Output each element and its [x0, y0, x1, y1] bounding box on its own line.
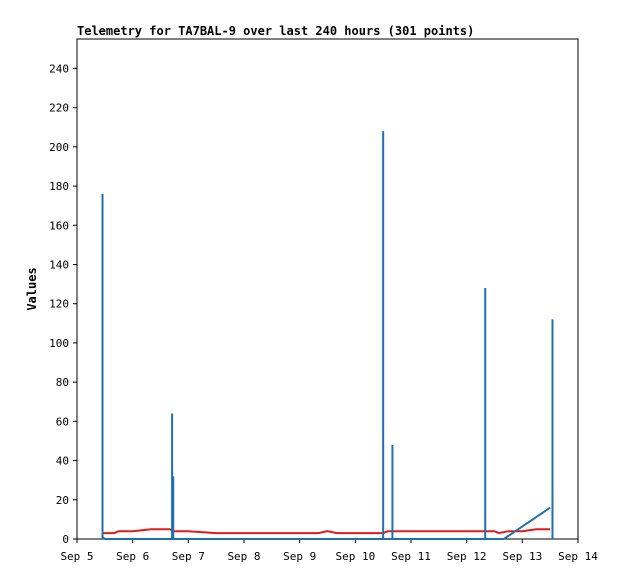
y-axis: 0 20 40 60 80 100 120 140 160 180 200 220 240	[49, 62, 77, 546]
y-tick-label: 80	[56, 376, 69, 389]
y-tick-label: 160	[49, 219, 69, 232]
plot-frame	[76, 38, 579, 540]
series-line-0	[102, 528, 551, 535]
x-tick-label: Sep 13	[502, 550, 542, 563]
y-tick-label: 180	[49, 180, 69, 193]
y-tick-label: 60	[56, 415, 69, 428]
x-tick-label: Sep 7	[172, 550, 205, 563]
x-tick-label: Sep 14	[558, 550, 598, 563]
y-tick-label: 200	[49, 141, 69, 154]
y-tick-label: 40	[56, 455, 69, 468]
y-tick-label: 240	[49, 62, 69, 75]
y-axis-label: Values	[25, 267, 39, 310]
x-axis: Sep 5 Sep 6 Sep 7 Sep 8 Sep 9 Sep 10 Sep 11 Sep…	[60, 539, 598, 563]
y-tick-label: 20	[56, 494, 69, 507]
x-tick-label: Sep 10	[335, 550, 375, 563]
x-tick-label: Sep 11	[391, 550, 431, 563]
y-tick-label: 120	[49, 298, 69, 311]
x-tick-label: Sep 12	[447, 550, 487, 563]
chart-title: Telemetry for TA7BAL-9 over last 240 hou…	[77, 24, 474, 38]
series-line-1	[101, 506, 551, 540]
x-tick-label: Sep 9	[283, 550, 316, 563]
x-tick-label: Sep 8	[227, 550, 260, 563]
x-tick-label: Sep 5	[60, 550, 93, 563]
y-tick-label: 0	[62, 533, 69, 546]
y-tick-label: 140	[49, 258, 69, 271]
y-tick-label: 100	[49, 337, 69, 350]
series-layer	[101, 131, 554, 540]
x-tick-label: Sep 6	[116, 550, 149, 563]
y-tick-label: 220	[49, 102, 69, 115]
